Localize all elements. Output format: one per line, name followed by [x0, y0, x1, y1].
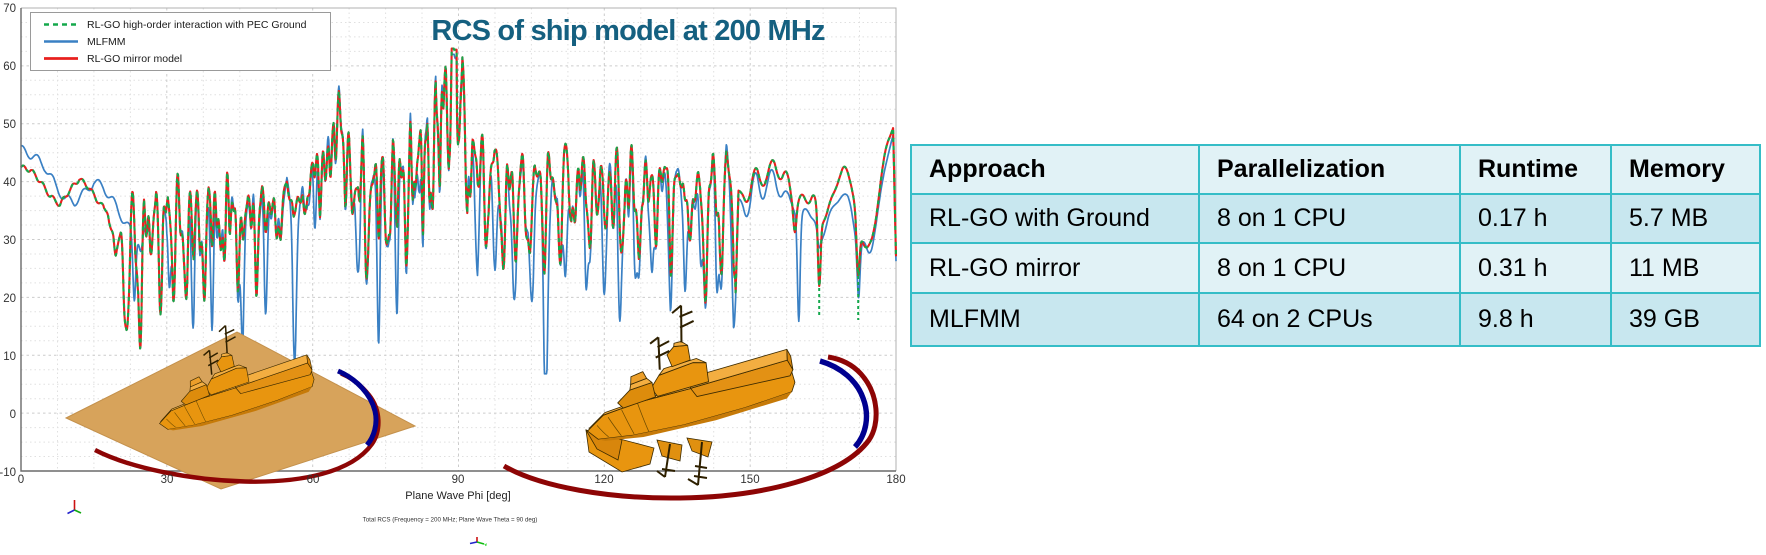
svg-text:120: 120 — [594, 474, 613, 486]
svg-text:20: 20 — [3, 293, 16, 305]
svg-text:Plane Wave Phi [deg]: Plane Wave Phi [deg] — [405, 490, 510, 502]
svg-text:60: 60 — [3, 61, 16, 73]
svg-text:70: 70 — [3, 3, 16, 15]
svg-text:60: 60 — [307, 474, 320, 486]
svg-text:MLFMM: MLFMM — [87, 36, 126, 48]
svg-text:0: 0 — [10, 409, 16, 421]
svg-text:RL-GO mirror model: RL-GO mirror model — [87, 53, 182, 65]
svg-text:50: 50 — [3, 119, 16, 131]
svg-text:30: 30 — [3, 235, 16, 247]
svg-text:Total RCS (Frequency = 200 MHz: Total RCS (Frequency = 200 MHz; Plane Wa… — [363, 517, 538, 524]
svg-text:10: 10 — [3, 351, 16, 363]
svg-text:150: 150 — [740, 474, 759, 486]
svg-text:40: 40 — [3, 177, 16, 189]
svg-text:RL-GO high-order interaction w: RL-GO high-order interaction with PEC Gr… — [87, 19, 307, 31]
svg-text:30: 30 — [161, 474, 174, 486]
svg-text:RCS of ship model at 200 MHz: RCS of ship model at 200 MHz — [431, 15, 825, 47]
svg-text:0: 0 — [18, 474, 24, 486]
svg-text:90: 90 — [452, 474, 465, 486]
svg-text:180: 180 — [886, 474, 905, 486]
svg-text:-10: -10 — [0, 467, 16, 479]
